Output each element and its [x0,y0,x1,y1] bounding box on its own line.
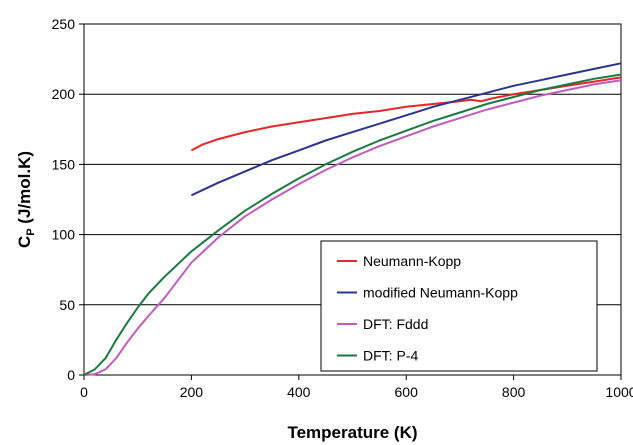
x-tick-label-800: 800 [502,384,526,400]
x-axis-title: Temperature (K) [287,423,417,442]
legend: Neumann-Kopp modified Neumann-Kopp DFT: Fd… [320,240,598,372]
x-tick-label-600: 600 [395,384,419,400]
y-axis-title-sub: P [25,228,37,235]
y-axis-title-rest: (J/mol.K) [15,151,34,228]
y-axis-title: CP (J/mol.K) [15,151,37,248]
y-tick-label-0: 0 [67,367,75,383]
y-tick-label-200: 200 [52,86,76,102]
x-tick-label-1000: 1000 [605,384,633,400]
x-tick-label-400: 400 [287,384,311,400]
x-tick-label-0: 0 [80,384,88,400]
y-tick-label-250: 250 [52,16,76,32]
y-tick-label-100: 100 [52,227,76,243]
series-line-neumann-kopp [190,76,622,152]
legend-label-neumann-kopp: Neumann-Kopp [363,253,461,269]
legend-label-dft-fddd: DFT: Fddd [363,316,428,332]
axis-ticks: 0 50 100 150 200 250 0 200 400 600 800 1000 [52,16,633,400]
plot-frame [83,23,622,376]
legend-box [320,240,598,372]
series-line-modified-neumann-kopp [190,62,622,197]
x-tick-label-200: 200 [180,384,204,400]
legend-label-modified-neumann-kopp: modified Neumann-Kopp [363,285,518,301]
y-axis-title-main: C [15,236,34,248]
series-line-dft-fddd [83,79,622,376]
series-lines [83,62,622,376]
series-line-dft-p-4 [83,73,622,376]
y-tick-label-50: 50 [59,297,75,313]
y-tick-label-150: 150 [52,156,76,172]
legend-label-dft-p-4: DFT: P-4 [363,348,418,364]
